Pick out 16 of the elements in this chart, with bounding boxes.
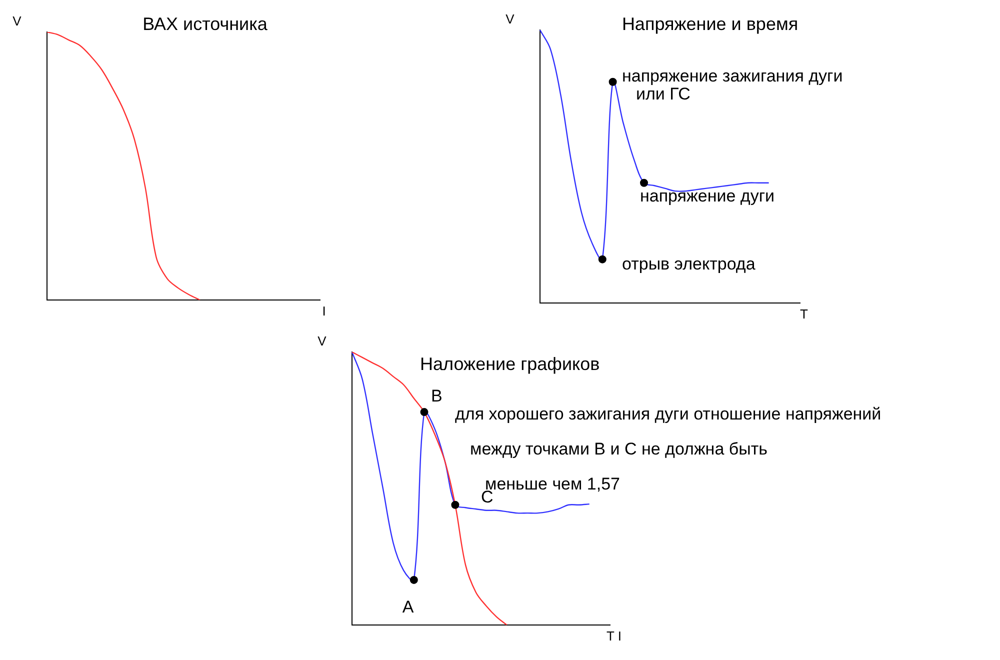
x-axis-title: T xyxy=(800,306,808,322)
chart-title: Наложение графиков xyxy=(420,354,600,374)
annotation: A xyxy=(402,598,414,617)
y-axis-title: V xyxy=(318,334,327,349)
annotation: для хорошего зажигания дуги отношение напряжений xyxy=(455,404,882,424)
y-axis-title: V xyxy=(506,12,515,27)
annotation: отрыв электрода xyxy=(622,254,756,274)
y-axis-title: V xyxy=(12,14,22,29)
chart-title: ВАХ источника xyxy=(142,14,268,34)
x-axis-title: T I xyxy=(606,628,622,644)
annotation: B xyxy=(431,386,442,406)
annotation: между точками В и С не должна быть xyxy=(470,440,768,459)
x-axis-title: I xyxy=(322,304,326,319)
annotation: напряжение зажигания дуги или ГС xyxy=(622,66,843,104)
chart-title: Напряжение и время xyxy=(622,14,798,34)
annotation: напряжение дуги xyxy=(640,186,775,206)
